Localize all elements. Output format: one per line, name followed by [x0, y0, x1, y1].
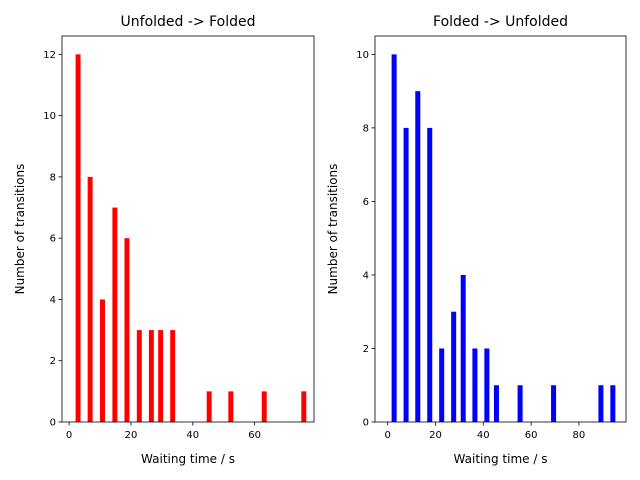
y-tick-label: 4: [50, 295, 56, 306]
x-tick-label: 40: [477, 430, 490, 441]
bar-11: [517, 385, 523, 422]
chart-title: Folded -> Unfolded: [433, 14, 568, 30]
bar-6: [451, 311, 457, 422]
bar-7: [148, 330, 154, 422]
plot-frame: [374, 35, 627, 423]
y-tick-label: 8: [50, 172, 56, 183]
bar-13: [598, 385, 604, 422]
chart-panel-2: 0 20 40 60 80 0 2 4 6 8 10 Folded -> Unfolded Waitin…: [326, 14, 627, 466]
x-tick-label: 20: [429, 430, 442, 441]
bar-4: [427, 127, 433, 423]
bar-2: [403, 127, 409, 423]
x-tick-label: 0: [66, 430, 72, 441]
y-tick-label: 0: [50, 418, 56, 429]
chart-title: Unfolded -> Folded: [121, 14, 256, 30]
x-tick-label: 80: [573, 430, 586, 441]
bar-9: [484, 348, 490, 422]
bar-13: [301, 391, 307, 422]
bar-12: [551, 385, 557, 422]
x-tick-label: 20: [125, 430, 138, 441]
x-axis-label: Waiting time / s: [454, 452, 548, 466]
y-axis-label: Number of transitions: [13, 164, 27, 295]
bar-8: [158, 330, 164, 422]
bar-3: [100, 299, 105, 422]
y-tick-label: 2: [50, 356, 56, 367]
bar-11: [228, 391, 234, 422]
chart-panel-1: 0 20 40 60 0 2 4 6 8 10 12 Unfolded -> Folded Waitin…: [13, 14, 315, 466]
bar-8: [472, 348, 478, 422]
x-tick-label: 40: [186, 430, 199, 441]
bar-10: [206, 391, 212, 422]
y-tick-label: 8: [363, 123, 369, 134]
bar-6: [136, 330, 142, 422]
x-tick-label: 60: [248, 430, 261, 441]
bar-9: [170, 330, 176, 422]
y-tick-label: 10: [356, 50, 369, 61]
plot-frame: [61, 35, 315, 423]
y-tick-label: 6: [363, 197, 369, 208]
bar-7: [460, 274, 466, 422]
y-tick-label: 2: [363, 344, 369, 355]
x-axis-label: Waiting time / s: [141, 452, 235, 466]
y-tick-label: 12: [43, 50, 56, 61]
bar-12: [261, 391, 267, 422]
y-tick-label: 0: [363, 418, 369, 429]
y-tick-label: 6: [50, 234, 56, 245]
bar-14: [610, 385, 616, 422]
x-tick-label: 0: [384, 430, 390, 441]
bar-5: [439, 348, 445, 422]
y-tick-label: 4: [363, 270, 369, 281]
bar-10: [493, 385, 499, 422]
bar-2: [87, 176, 93, 422]
x-tick-label: 60: [525, 430, 538, 441]
bar-3: [415, 91, 421, 422]
bar-1: [391, 54, 397, 422]
y-tick-label: 10: [43, 111, 56, 122]
y-axis-label: Number of transitions: [326, 164, 340, 295]
bar-4: [112, 207, 118, 422]
bar-5: [124, 238, 130, 422]
bar-1: [75, 54, 81, 422]
